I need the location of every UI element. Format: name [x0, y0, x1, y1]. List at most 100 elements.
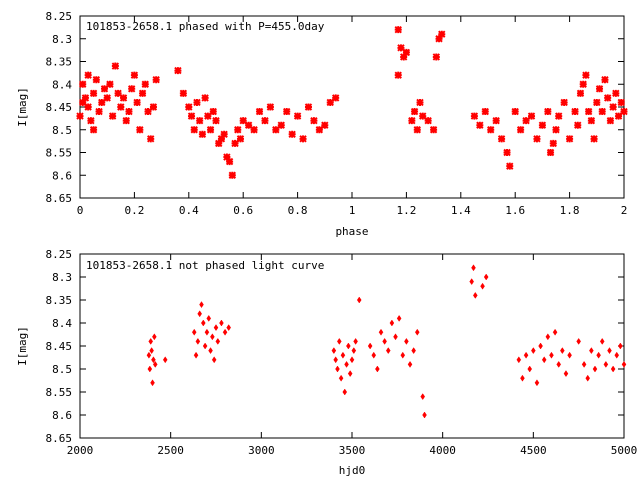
data-point [201, 94, 209, 102]
phased-light-curve-panel: 101853-2658.1 phased with P=455.0day pha… [16, 10, 628, 238]
data-point [114, 89, 122, 98]
data-point [117, 103, 125, 111]
data-point [595, 85, 604, 93]
data-point [603, 94, 612, 102]
data-point [331, 347, 337, 355]
x-tick-label: 3500 [339, 444, 366, 457]
data-point [424, 116, 432, 125]
data-point [356, 296, 362, 304]
data-point [190, 126, 198, 134]
data-point [567, 351, 572, 359]
data-point [596, 351, 601, 359]
data-point [589, 347, 594, 355]
data-point [315, 126, 324, 134]
data-point [503, 148, 511, 157]
data-points [76, 25, 628, 179]
data-point [331, 94, 340, 102]
data-point [533, 135, 541, 143]
y-tick-label: 8.35 [46, 56, 73, 69]
data-point [520, 374, 525, 382]
x-tick-label: 1.8 [560, 204, 580, 217]
y-tick-label: 8.25 [46, 10, 73, 23]
data-point [100, 85, 109, 93]
data-point [197, 310, 202, 318]
data-point [413, 126, 421, 134]
data-point [620, 107, 628, 116]
data-point [404, 337, 409, 345]
data-point [95, 107, 103, 116]
y-tick-label: 8.5 [52, 363, 72, 376]
data-point [208, 347, 213, 355]
data-point [432, 53, 441, 61]
data-point [402, 48, 411, 57]
data-point [389, 319, 395, 327]
data-point [603, 360, 609, 368]
data-point [506, 162, 514, 170]
data-point [236, 135, 245, 143]
data-point [219, 319, 224, 327]
data-point [141, 80, 149, 88]
data-point [523, 351, 529, 359]
x-tick-label: 1.4 [451, 204, 471, 217]
y-tick-label: 8.25 [46, 248, 73, 261]
x-tick-label: 1 [349, 204, 356, 217]
data-point [133, 98, 141, 107]
data-point [527, 112, 536, 120]
y-tick-label: 8.65 [46, 192, 73, 205]
data-point [435, 35, 443, 43]
data-point [346, 342, 351, 350]
x-tick-label: 0.2 [124, 204, 144, 217]
data-point [310, 116, 318, 125]
data-point [119, 94, 128, 102]
data-point [396, 314, 402, 322]
data-point [394, 71, 402, 79]
data-point [617, 98, 625, 107]
data-point [231, 139, 239, 148]
x-tick-label: 2 [621, 204, 628, 217]
data-point [261, 116, 269, 125]
data-point [193, 351, 199, 359]
data-point [152, 75, 160, 84]
data-point [492, 116, 500, 125]
data-point [147, 365, 153, 373]
data-point [127, 85, 136, 93]
data-point [283, 107, 291, 116]
data-point [599, 337, 605, 345]
data-point [212, 116, 220, 125]
data-point [545, 333, 551, 341]
data-point [149, 347, 154, 355]
data-point [473, 291, 478, 299]
data-point [367, 342, 373, 350]
data-point [206, 314, 212, 322]
data-point [552, 328, 558, 336]
data-point [199, 301, 204, 309]
data-point [576, 337, 581, 345]
data-point [204, 112, 212, 120]
data-point [544, 107, 552, 116]
data-point [610, 365, 616, 373]
data-point [531, 347, 536, 355]
data-point [122, 116, 130, 125]
data-point [174, 66, 182, 75]
data-point [351, 347, 357, 355]
data-point [353, 337, 358, 345]
data-point [151, 356, 156, 364]
data-point [215, 337, 221, 345]
data-point [213, 324, 219, 332]
data-point [538, 342, 543, 350]
data-point [321, 121, 329, 129]
data-point [149, 103, 158, 111]
x-tick-label: 1.2 [396, 204, 416, 217]
data-point [393, 333, 398, 341]
data-point [590, 135, 598, 143]
data-point [593, 98, 601, 107]
data-point [375, 365, 380, 373]
plot-frame [79, 15, 625, 199]
data-point [601, 75, 609, 84]
data-point [84, 71, 92, 79]
data-point [146, 351, 152, 359]
y-tick-label: 8.4 [52, 317, 72, 330]
data-point [592, 365, 598, 373]
data-point [209, 107, 217, 116]
data-point [193, 98, 201, 107]
